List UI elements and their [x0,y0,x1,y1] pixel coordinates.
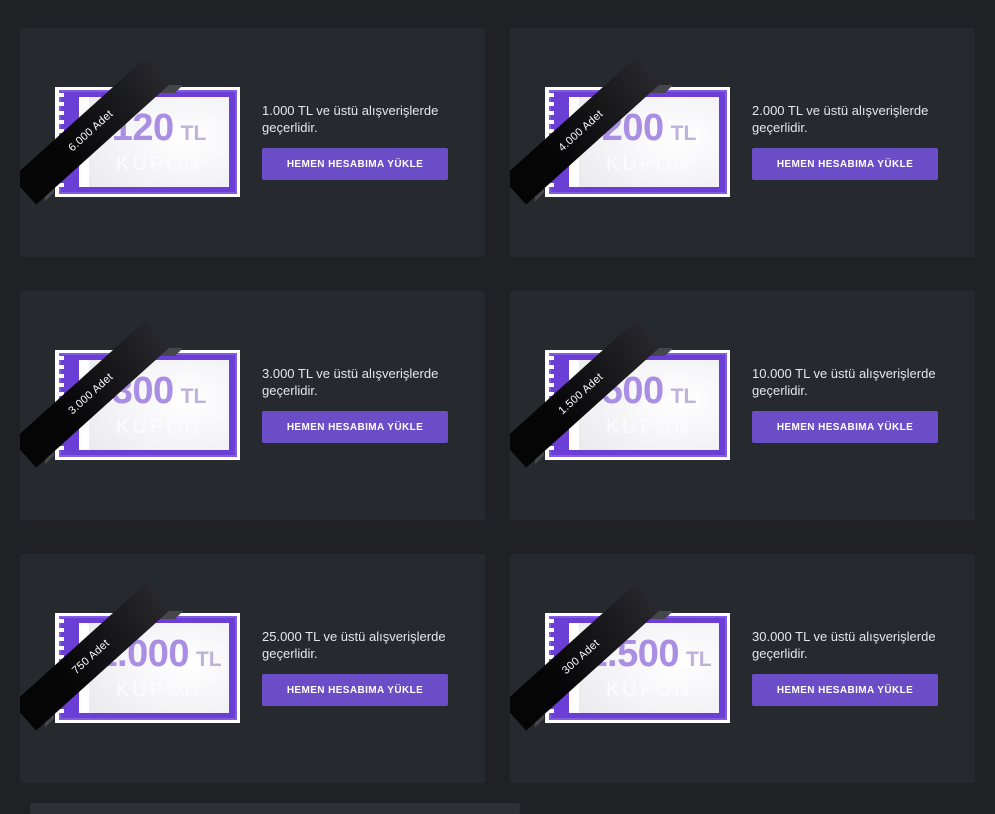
coupon-info: 1.000 TL ve üstü alışverişlerde geçerlid… [262,102,448,180]
coupon-currency: TL [195,647,222,671]
coupon-ticket: 120 TL KUPON 6.000 Adet [20,57,240,205]
load-to-account-button[interactable]: HEMEN HESABIMA YÜKLE [262,411,448,443]
coupon-currency: TL [670,121,697,145]
coupon-description: 25.000 TL ve üstü alışverişlerde geçerli… [262,629,446,661]
coupon-description: 2.000 TL ve üstü alışverişlerde geçerlid… [752,103,929,135]
coupon-info: 2.000 TL ve üstü alışverişlerde geçerlid… [752,102,938,180]
coupon-ticket: 1.000 TL KUPON 750 Adet [20,583,240,731]
coupon-description: 10.000 TL ve üstü alışverişlerde geçerli… [752,366,936,398]
coupon-card: 300 TL KUPON 3.000 Adet 3.000 TL ve üstü… [20,291,485,520]
load-to-account-button[interactable]: HEMEN HESABIMA YÜKLE [752,411,938,443]
coupon-info: 30.000 TL ve üstü alışverişlerde geçerli… [752,628,938,706]
coupon-description: 3.000 TL ve üstü alışverişlerde geçerlid… [262,366,439,398]
load-to-account-button[interactable]: HEMEN HESABIMA YÜKLE [752,674,938,706]
coupon-label: KUPON [115,678,203,701]
coupon-ticket: 500 TL KUPON 1.500 Adet [510,320,730,468]
load-to-account-button[interactable]: HEMEN HESABIMA YÜKLE [752,148,938,180]
load-to-account-button[interactable]: HEMEN HESABIMA YÜKLE [262,674,448,706]
coupon-panel: 300 TL KUPON [89,360,229,450]
coupon-card: 120 TL KUPON 6.000 Adet 1.000 TL ve üstü… [20,28,485,257]
load-to-account-button[interactable]: HEMEN HESABIMA YÜKLE [262,148,448,180]
coupon-panel: 120 TL KUPON [89,97,229,187]
coupon-ticket: 300 TL KUPON 3.000 Adet [20,320,240,468]
coupon-card: 200 TL KUPON 4.000 Adet 2.000 TL ve üstü… [510,28,975,257]
coupon-info: 3.000 TL ve üstü alışverişlerde geçerlid… [262,365,448,443]
coupon-label: KUPON [605,415,693,438]
coupon-label: KUPON [605,152,693,175]
coupon-label: KUPON [115,152,203,175]
footer-strip [30,803,520,814]
coupon-card: 1.000 TL KUPON 750 Adet 25.000 TL ve üst… [20,554,485,783]
coupon-currency: TL [180,121,207,145]
coupon-ticket: 1.500 TL KUPON 300 Adet [510,583,730,731]
coupon-info: 10.000 TL ve üstü alışverişlerde geçerli… [752,365,938,443]
coupon-currency: TL [180,384,207,408]
coupon-grid: 120 TL KUPON 6.000 Adet 1.000 TL ve üstü… [20,28,975,783]
coupon-ticket: 200 TL KUPON 4.000 Adet [510,57,730,205]
coupon-panel: 1.000 TL KUPON [89,623,229,713]
coupon-amount: 200 TL [602,109,697,147]
coupon-description: 1.000 TL ve üstü alışverişlerde geçerlid… [262,103,439,135]
coupon-info: 25.000 TL ve üstü alışverişlerde geçerli… [262,628,448,706]
coupon-label: KUPON [115,415,203,438]
coupon-card: 500 TL KUPON 1.500 Adet 10.000 TL ve üst… [510,291,975,520]
coupon-description: 30.000 TL ve üstü alışverişlerde geçerli… [752,629,936,661]
coupon-currency: TL [685,647,712,671]
coupon-currency: TL [670,384,697,408]
coupon-label: KUPON [605,678,693,701]
coupon-card: 1.500 TL KUPON 300 Adet 30.000 TL ve üst… [510,554,975,783]
